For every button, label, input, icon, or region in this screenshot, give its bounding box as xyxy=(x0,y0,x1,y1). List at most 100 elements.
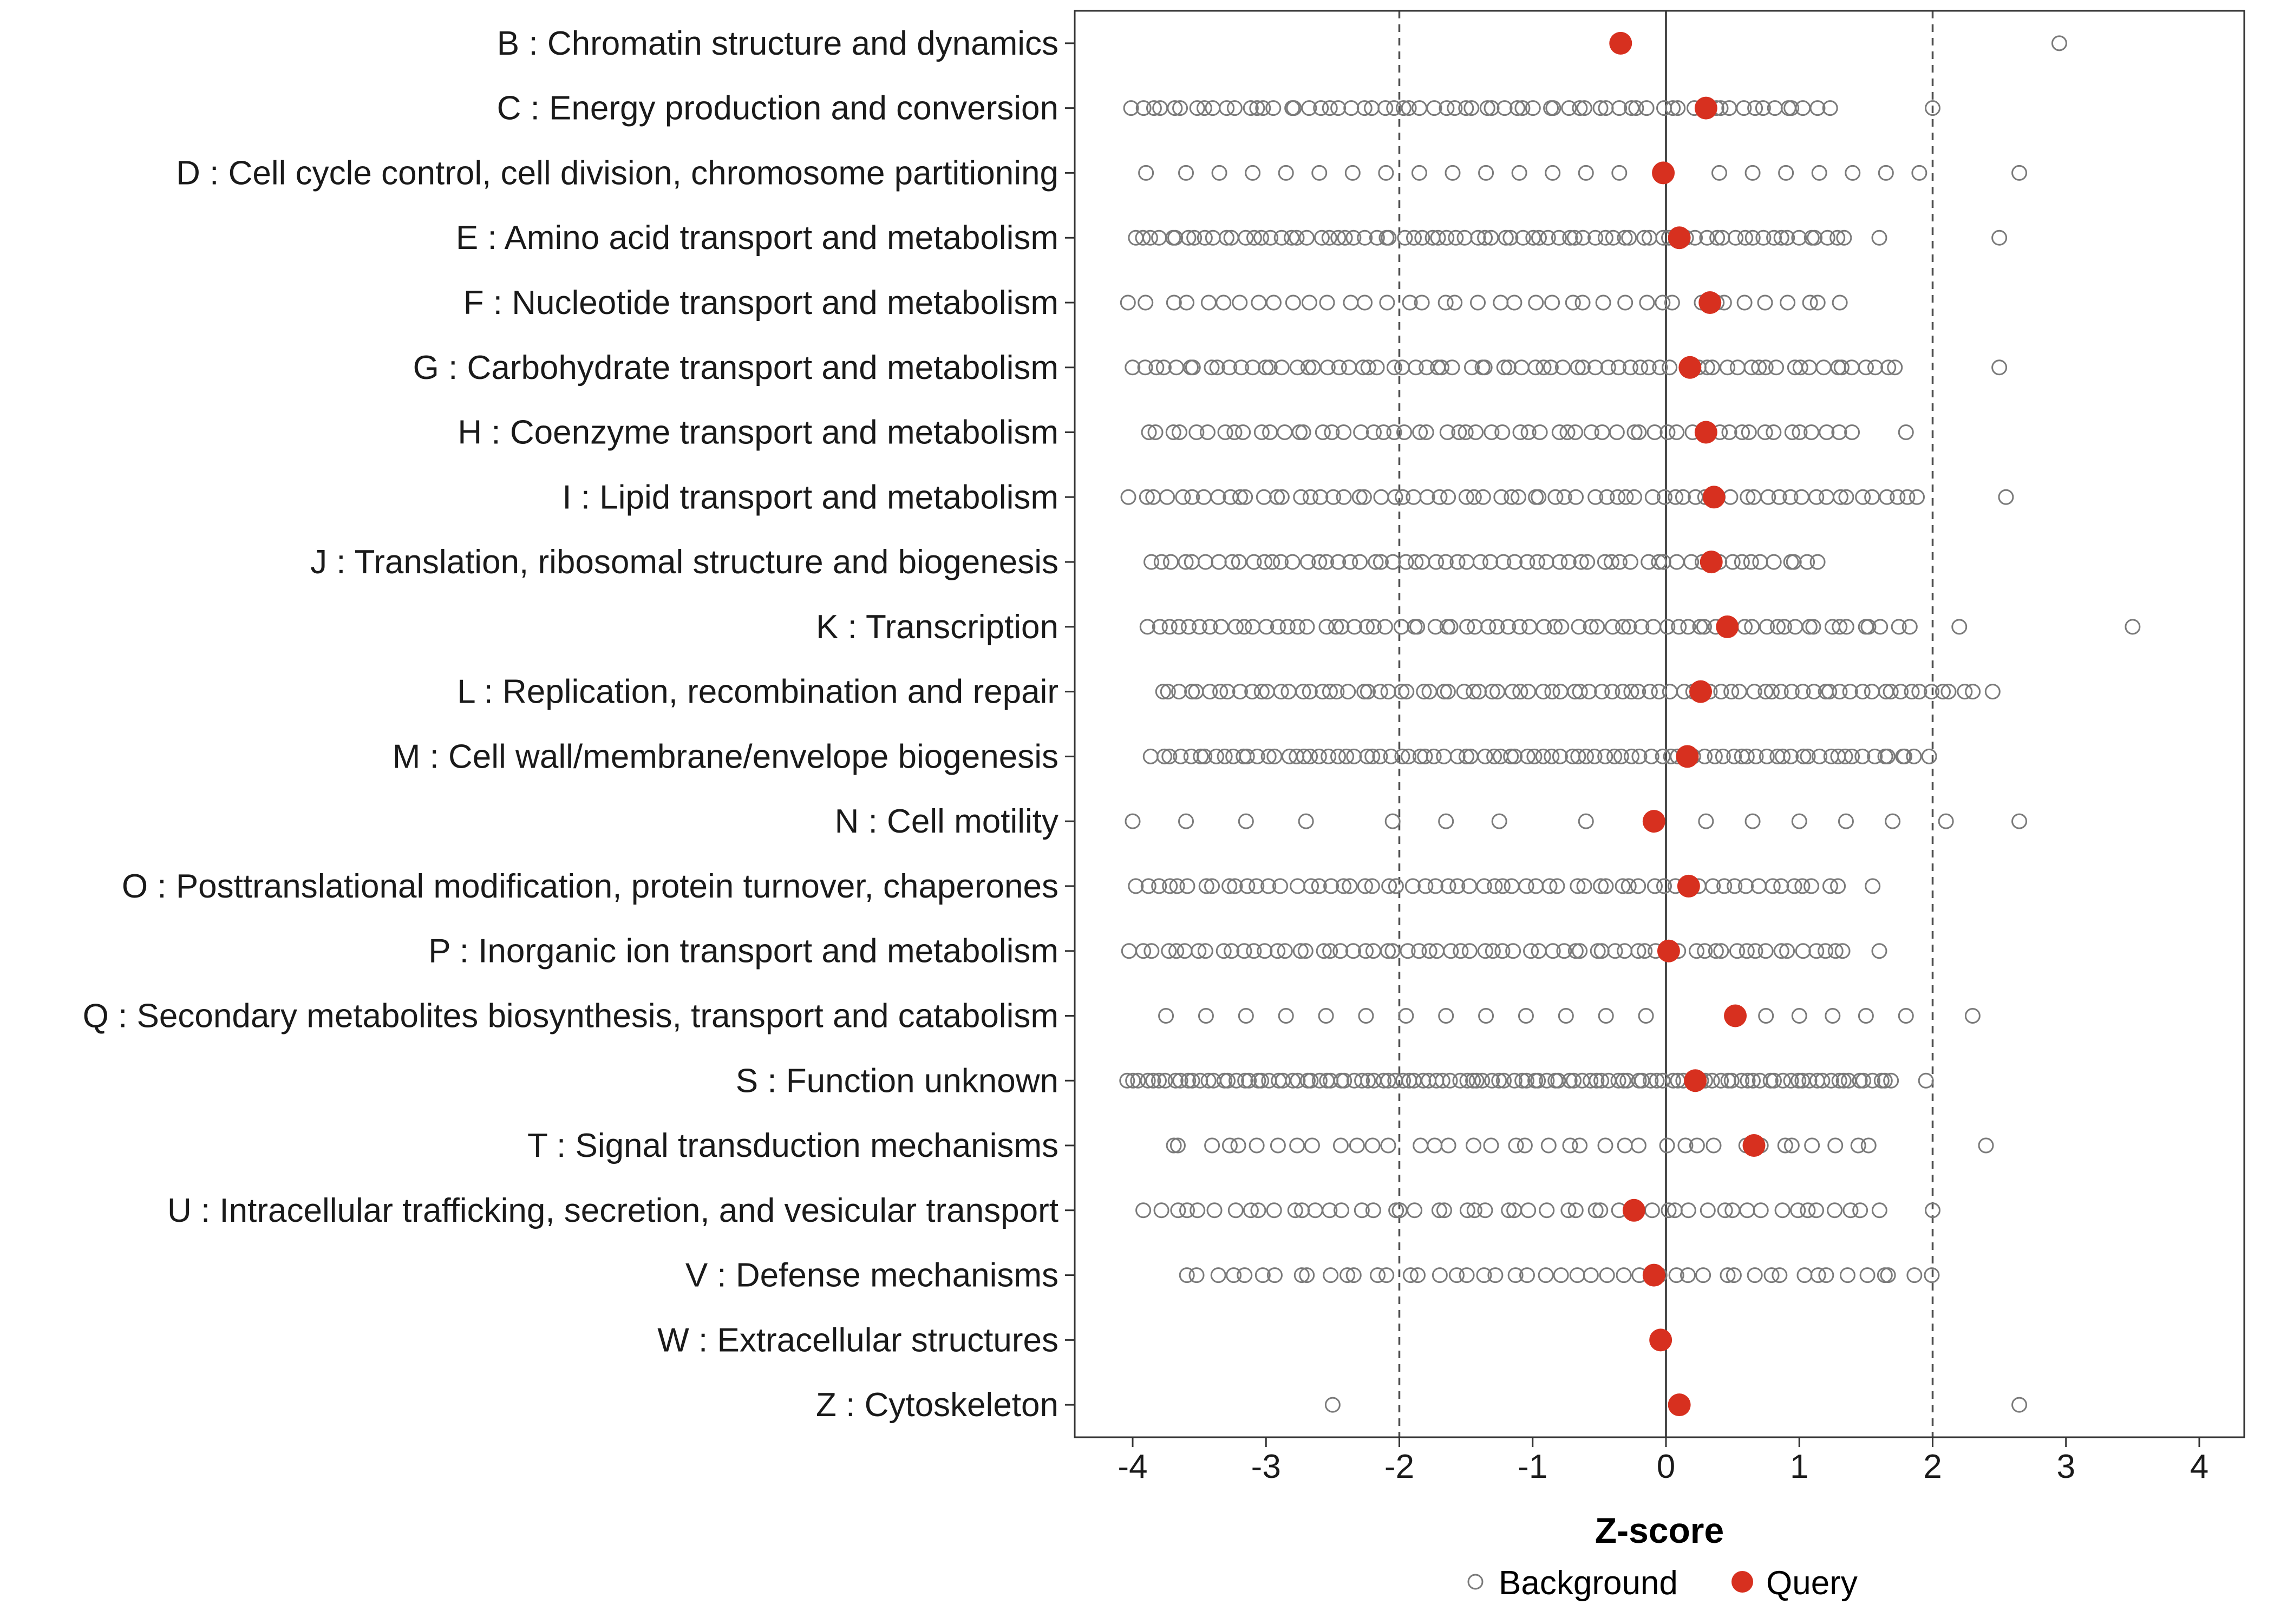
background-point xyxy=(1432,1267,1448,1284)
background-point xyxy=(1780,294,1796,311)
background-point xyxy=(1744,165,1761,181)
background-point xyxy=(1717,1202,1733,1219)
background-point xyxy=(1728,230,1744,246)
background-point xyxy=(1219,100,1235,116)
background-point xyxy=(1238,813,1254,829)
background-point xyxy=(1809,100,1826,116)
x-tick-label: 3 xyxy=(2057,1448,2075,1485)
background-point xyxy=(1358,619,1375,635)
background-point xyxy=(1631,424,1647,441)
background-point xyxy=(1365,1202,1381,1219)
background-point xyxy=(1145,1072,1161,1089)
background-point xyxy=(1535,359,1552,376)
background-point xyxy=(1476,1267,1492,1284)
background-point xyxy=(1559,424,1576,441)
background-point xyxy=(1440,684,1456,700)
background-point xyxy=(1168,943,1185,959)
background-point xyxy=(1199,424,1216,441)
background-point xyxy=(1321,230,1337,246)
background-point xyxy=(1197,748,1213,764)
background-point xyxy=(1191,943,1207,959)
background-point xyxy=(1155,359,1172,376)
background-point xyxy=(1918,1072,1934,1089)
background-point xyxy=(1500,619,1517,635)
background-point xyxy=(1590,943,1606,959)
background-point xyxy=(1574,359,1591,376)
background-point xyxy=(1395,489,1411,505)
background-point xyxy=(1354,1202,1370,1219)
background-point xyxy=(1617,943,1633,959)
background-point xyxy=(1808,1202,1824,1219)
background-point xyxy=(1140,878,1156,894)
background-point xyxy=(1307,1202,1323,1219)
background-point xyxy=(1859,1267,1876,1284)
background-point xyxy=(1497,100,1513,116)
background-point xyxy=(1890,489,1906,505)
background-point xyxy=(1157,1072,1173,1089)
background-point xyxy=(1630,943,1646,959)
background-point xyxy=(1442,1072,1458,1089)
background-point xyxy=(1811,165,1827,181)
background-point xyxy=(1444,359,1460,376)
background-point xyxy=(1229,1072,1245,1089)
background-point xyxy=(1715,748,1731,764)
background-point xyxy=(1576,878,1592,894)
background-point xyxy=(1412,424,1428,441)
background-point xyxy=(1634,1072,1650,1089)
x-tick-label: -1 xyxy=(1518,1448,1547,1485)
background-point xyxy=(1604,684,1620,700)
background-point xyxy=(1166,1137,1182,1154)
background-point xyxy=(1318,619,1335,635)
background-point xyxy=(1142,230,1158,246)
background-point xyxy=(1821,684,1838,700)
background-point xyxy=(1825,1007,1841,1024)
background-point xyxy=(1477,1202,1493,1219)
background-point xyxy=(1332,1137,1349,1154)
background-point xyxy=(1520,684,1537,700)
background-point xyxy=(1179,294,1195,311)
background-point xyxy=(1531,943,1547,959)
background-point xyxy=(1610,1072,1626,1089)
background-point xyxy=(1504,684,1520,700)
background-point xyxy=(1379,294,1395,311)
query-point xyxy=(1700,551,1723,574)
background-point xyxy=(1427,1137,1443,1154)
background-point xyxy=(1333,1072,1349,1089)
background-point xyxy=(1494,943,1511,959)
background-point xyxy=(1232,294,1248,311)
background-point xyxy=(1139,489,1155,505)
background-point xyxy=(1783,1137,1800,1154)
background-point xyxy=(1459,1202,1475,1219)
background-point xyxy=(1736,100,1752,116)
background-point xyxy=(1951,619,1968,635)
background-point xyxy=(1384,943,1401,959)
background-point xyxy=(1179,878,1195,894)
background-point xyxy=(1135,230,1151,246)
background-point xyxy=(1494,424,1511,441)
background-point xyxy=(1656,489,1672,505)
background-point xyxy=(1381,230,1397,246)
background-point xyxy=(1668,489,1684,505)
background-point xyxy=(1402,294,1418,311)
background-point xyxy=(1237,1267,1253,1284)
background-point xyxy=(1289,1137,1305,1154)
background-point xyxy=(1611,165,1628,181)
background-point xyxy=(1233,359,1250,376)
background-point xyxy=(1318,554,1335,570)
background-point xyxy=(1839,1267,1855,1284)
background-point xyxy=(1639,294,1655,311)
background-point xyxy=(1611,100,1628,116)
background-point xyxy=(1838,489,1854,505)
background-point xyxy=(1302,489,1318,505)
background-point xyxy=(1313,100,1329,116)
background-point xyxy=(1801,359,1818,376)
background-point xyxy=(1178,813,1194,829)
background-point xyxy=(1665,100,1681,116)
background-point xyxy=(1600,359,1616,376)
background-point xyxy=(1778,165,1794,181)
background-point xyxy=(1262,424,1278,441)
background-point xyxy=(1232,684,1248,700)
background-point xyxy=(1763,684,1780,700)
background-point xyxy=(1536,619,1552,635)
background-point xyxy=(1180,1072,1197,1089)
